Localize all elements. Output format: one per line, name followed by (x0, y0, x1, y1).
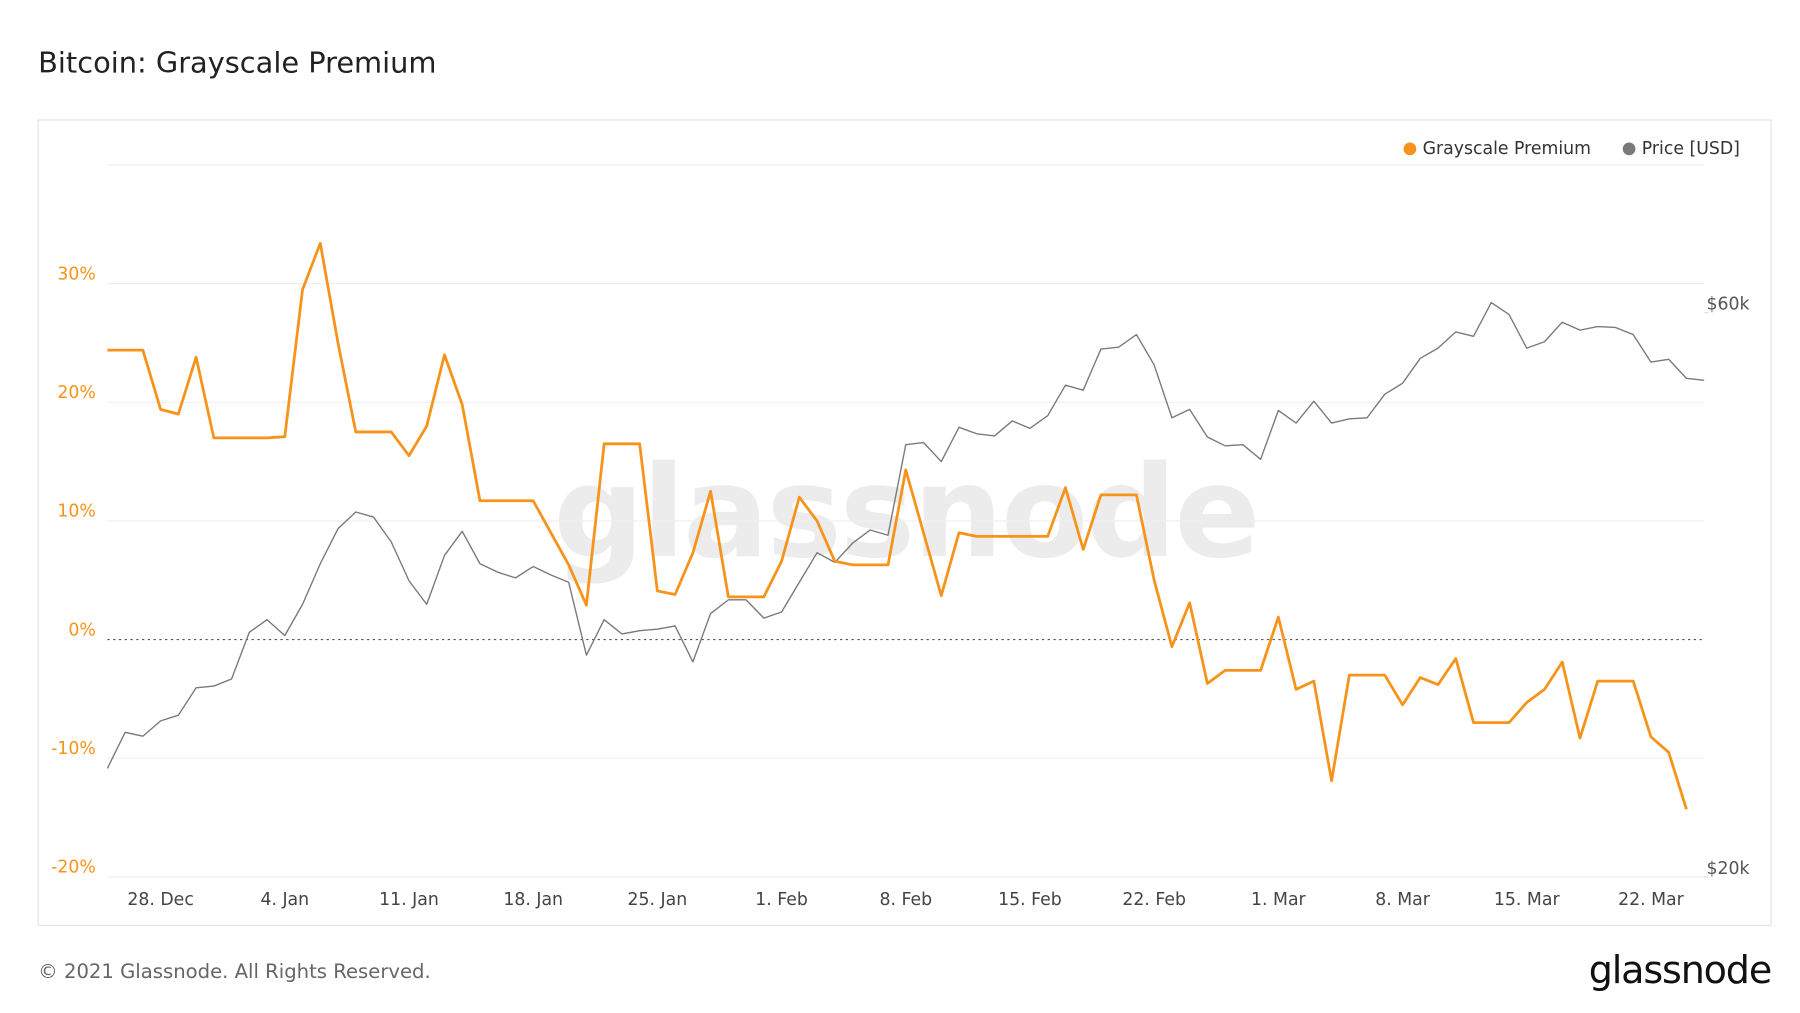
x-tick-label: 8. Feb (879, 890, 932, 910)
legend-marker (1622, 142, 1636, 156)
x-tick-label: 28. Dec (127, 890, 193, 910)
y2-tick-label: $20k (1706, 859, 1749, 879)
x-tick-label: 22. Feb (1122, 890, 1186, 910)
chart-frame (37, 119, 1772, 926)
legend-marker (1403, 142, 1417, 156)
y-tick-label: 20% (57, 383, 95, 403)
x-tick-label: 1. Mar (1251, 890, 1307, 910)
series-line (106, 301, 1705, 769)
x-tick-label: 11. Jan (379, 890, 439, 910)
x-tick-label: 8. Mar (1375, 890, 1431, 910)
y-tick-label: -10% (51, 739, 96, 759)
x-tick-label: 1. Feb (755, 890, 808, 910)
y-tick-label: -20% (51, 858, 96, 878)
x-tick-label: 15. Feb (998, 890, 1062, 910)
legend-label: Price [USD] (1642, 139, 1740, 159)
x-tick-label: 15. Mar (1494, 890, 1561, 910)
x-tick-label: 4. Jan (260, 890, 309, 910)
y2-tick-label: $60k (1706, 295, 1749, 315)
x-tick-label: 22. Mar (1618, 890, 1685, 910)
watermark: glassnode (553, 438, 1258, 586)
footer: © 2021 Glassnode. All Rights Reserved. (38, 960, 431, 983)
y-tick-label: 30% (57, 264, 95, 284)
legend-label: Grayscale Premium (1423, 139, 1591, 159)
x-tick-label: 18. Jan (503, 890, 563, 910)
chart-title: Bitcoin: Grayscale Premium (38, 46, 436, 80)
y-tick-label: 10% (57, 502, 95, 522)
series-line (107, 241, 1688, 810)
x-tick-label: 25. Jan (628, 890, 688, 910)
y-tick-label: 0% (68, 620, 95, 640)
logo: glassnode (1589, 948, 1771, 992)
